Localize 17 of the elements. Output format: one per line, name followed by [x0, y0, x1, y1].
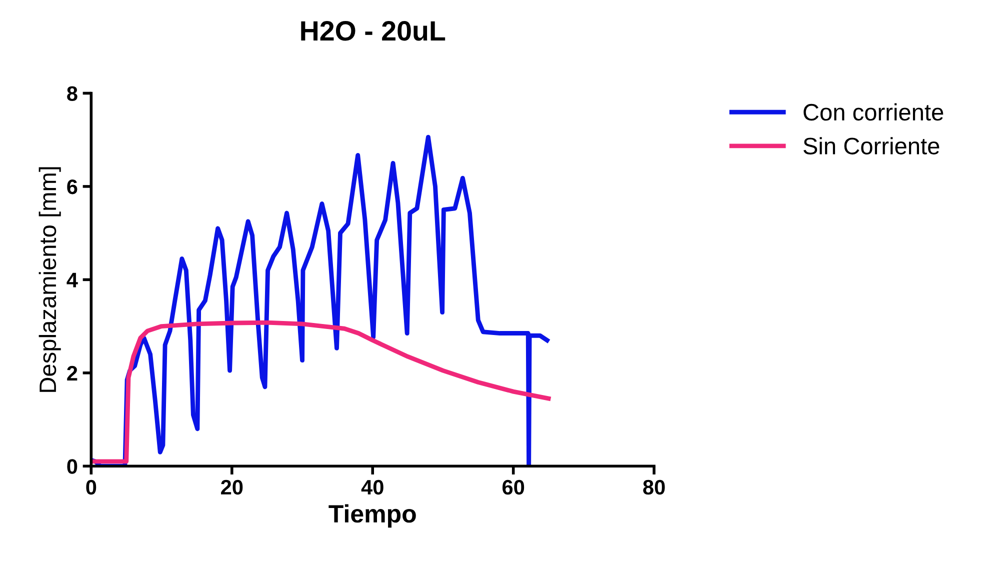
x-tick-label: 80	[643, 480, 665, 495]
y-tick-label: 8	[67, 86, 78, 101]
y-tick-label: 2	[67, 366, 78, 380]
legend-label: Sin Corriente	[804, 137, 940, 154]
line-series	[91, 320, 551, 464]
y-tick-label: 0	[67, 459, 78, 474]
y-tick-label: 4	[66, 272, 78, 288]
legend-label: Con corriente	[804, 103, 944, 121]
x-tick-label: 20	[221, 480, 243, 495]
x-tick-label: 60	[502, 480, 524, 495]
x-tick-label: 0	[86, 480, 96, 495]
x-axis-title: Tiempo	[328, 504, 416, 528]
y-tick-label: 6	[67, 179, 78, 194]
x-tick-label: 40	[361, 480, 384, 495]
y-axis-title: Desplazamiento [mm]	[38, 167, 61, 392]
line-series	[91, 134, 550, 466]
chart-title: H2O - 20uL	[301, 21, 446, 41]
